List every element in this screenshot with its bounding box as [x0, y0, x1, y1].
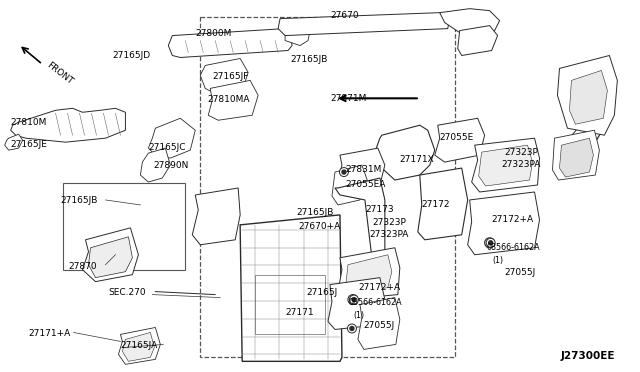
Polygon shape [479, 145, 532, 186]
Text: 27810M: 27810M [11, 118, 47, 127]
Polygon shape [358, 298, 400, 349]
Text: FRONT: FRONT [45, 61, 74, 86]
Polygon shape [4, 134, 22, 150]
Text: 27165JB: 27165JB [61, 196, 98, 205]
Text: 27165JA: 27165JA [120, 341, 157, 350]
Circle shape [351, 297, 355, 302]
Polygon shape [468, 192, 540, 255]
Polygon shape [278, 13, 450, 36]
Polygon shape [440, 9, 500, 39]
Text: 27165JB: 27165JB [290, 55, 328, 64]
Bar [255, 275, 325, 334]
Circle shape [339, 167, 348, 177]
Polygon shape [338, 248, 400, 299]
Circle shape [486, 238, 495, 247]
Circle shape [487, 240, 492, 245]
Polygon shape [208, 80, 258, 120]
Circle shape [349, 295, 358, 304]
Polygon shape [552, 130, 600, 180]
Polygon shape [118, 327, 161, 364]
Text: (1): (1) [493, 256, 504, 265]
Polygon shape [570, 70, 607, 124]
Bar [63, 183, 186, 270]
Circle shape [352, 298, 356, 302]
Polygon shape [11, 108, 125, 142]
Text: 27890N: 27890N [154, 161, 189, 170]
Text: 27323PA: 27323PA [369, 230, 408, 239]
Polygon shape [557, 55, 618, 135]
Text: 27165JB: 27165JB [296, 208, 333, 217]
Text: 27165J: 27165J [306, 288, 337, 296]
Text: 27165JC: 27165JC [148, 143, 186, 152]
Polygon shape [435, 118, 484, 162]
Polygon shape [328, 278, 385, 330]
Text: 27172+A: 27172+A [492, 215, 534, 224]
Text: 27171X: 27171X [400, 155, 435, 164]
Polygon shape [472, 138, 540, 192]
Polygon shape [559, 138, 593, 177]
Circle shape [488, 241, 493, 245]
Text: 27055J: 27055J [504, 268, 536, 277]
Text: 27323PA: 27323PA [502, 160, 541, 169]
Text: 27871M: 27871M [330, 94, 366, 103]
Text: 27810MA: 27810MA [207, 95, 250, 104]
Text: 27800M: 27800M [195, 29, 232, 38]
Text: 27165JD: 27165JD [113, 51, 150, 60]
Polygon shape [88, 237, 132, 278]
Text: 27670+A: 27670+A [298, 222, 340, 231]
Text: 27165JF: 27165JF [212, 73, 248, 81]
Circle shape [350, 327, 354, 330]
Text: 27055J: 27055J [363, 321, 394, 330]
Text: 27172: 27172 [422, 200, 451, 209]
Text: 27870: 27870 [68, 262, 97, 271]
Text: SEC.270: SEC.270 [108, 288, 146, 296]
Circle shape [348, 324, 356, 333]
Text: 08566-6162A: 08566-6162A [349, 298, 403, 307]
Polygon shape [192, 188, 240, 245]
Text: 27171: 27171 [285, 308, 314, 317]
Text: 27323P: 27323P [504, 148, 538, 157]
Text: 27171+A: 27171+A [29, 330, 71, 339]
Polygon shape [148, 118, 195, 158]
Polygon shape [285, 26, 310, 45]
Polygon shape [122, 333, 154, 361]
Polygon shape [335, 178, 385, 272]
Circle shape [342, 170, 346, 174]
Circle shape [484, 238, 495, 248]
Text: J27300EE: J27300EE [561, 352, 615, 361]
Text: 27831M: 27831M [345, 165, 381, 174]
Text: 27670: 27670 [330, 11, 358, 20]
Polygon shape [375, 125, 435, 180]
Polygon shape [168, 29, 292, 58]
Text: 27173: 27173 [365, 205, 394, 214]
Bar [200, 17, 454, 357]
Polygon shape [200, 58, 248, 95]
Polygon shape [338, 148, 385, 190]
Text: 27172+A: 27172+A [358, 283, 400, 292]
Text: 27055E: 27055E [440, 133, 474, 142]
Polygon shape [240, 215, 342, 361]
Polygon shape [332, 165, 368, 205]
Text: 27323P: 27323P [372, 218, 406, 227]
Circle shape [348, 295, 358, 305]
Polygon shape [140, 148, 170, 182]
Polygon shape [346, 255, 392, 294]
Text: (1): (1) [353, 311, 364, 320]
Polygon shape [83, 228, 138, 282]
Text: 27165JE: 27165JE [11, 140, 47, 149]
Text: 08566-6162A: 08566-6162A [486, 243, 540, 252]
Polygon shape [458, 26, 498, 55]
Text: 27055EA: 27055EA [345, 180, 385, 189]
Polygon shape [418, 168, 468, 240]
